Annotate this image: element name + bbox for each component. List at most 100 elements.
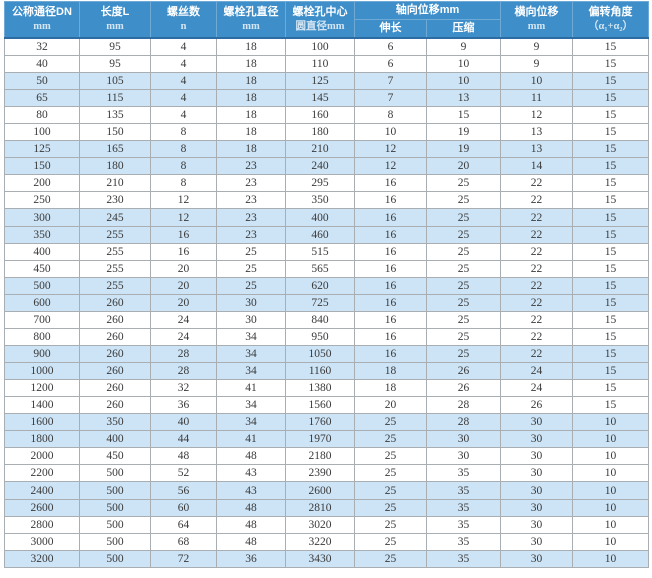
table-row: 450 255 20 25 565 16 25 22 15 [4, 259, 649, 278]
table-cell: 500 [79, 532, 151, 551]
table-cell: 1200 [4, 379, 80, 398]
table-cell: 25 [354, 413, 427, 432]
header-nominal-diameter: 公称通径DN mm [4, 0, 80, 39]
table-cell: 18 [216, 37, 286, 56]
table-cell: 11 [500, 89, 573, 108]
table-cell: 23 [216, 225, 286, 244]
table-cell: 16 [354, 293, 427, 312]
table-cell: 350 [285, 191, 355, 210]
header-line2: （α₁+α₂） [588, 20, 633, 32]
table-cell: 2600 [285, 481, 355, 500]
table-cell: 48 [216, 447, 286, 466]
table-cell: 22 [500, 174, 573, 193]
header-axial-displacement-group: 轴向位移mm [354, 1, 501, 20]
table-cell: 250 [4, 191, 80, 210]
table-cell: 12 [354, 157, 427, 176]
table-cell: 260 [79, 362, 151, 381]
table-row: 900 260 28 34 1050 16 25 22 15 [4, 344, 649, 364]
table-cell: 240 [285, 157, 355, 176]
table-cell: 35 [426, 464, 501, 483]
table-cell: 23 [216, 191, 286, 210]
table-cell: 2400 [4, 481, 80, 500]
table-cell: 115 [79, 89, 151, 108]
table-cell: 16 [354, 276, 427, 295]
table-cell: 25 [354, 549, 427, 569]
header-length: 长度L mm [79, 0, 151, 39]
table-cell: 25 [216, 242, 286, 261]
header-screw-count: 螺丝数 n [150, 0, 217, 39]
table-cell: 460 [285, 225, 355, 244]
table-cell: 34 [216, 327, 286, 346]
table-cell: 25 [426, 191, 501, 210]
table-cell: 1560 [285, 396, 355, 415]
table-row: 125 165 8 18 210 12 19 13 15 [4, 140, 649, 159]
table-row: 1400 260 36 34 1560 20 28 26 15 [4, 396, 649, 415]
table-cell: 48 [216, 532, 286, 551]
table-row: 1200 260 32 41 1380 18 26 24 15 [4, 379, 649, 398]
table-cell: 16 [354, 310, 427, 329]
table-cell: 4 [150, 71, 217, 91]
table-cell: 1400 [4, 396, 80, 415]
table-cell: 30 [426, 430, 501, 449]
table-cell: 2180 [285, 447, 355, 466]
table-cell: 95 [79, 37, 151, 56]
table-cell: 18 [216, 71, 286, 91]
header-line1: 螺栓孔中心 [292, 5, 348, 18]
table-cell: 1970 [285, 430, 355, 449]
table-cell: 56 [150, 481, 217, 500]
table-cell: 25 [426, 293, 501, 312]
table-cell: 41 [216, 379, 286, 398]
table-cell: 25 [216, 276, 286, 295]
table-cell: 60 [150, 498, 217, 517]
table-cell: 23 [216, 174, 286, 193]
table-cell: 1000 [4, 362, 80, 381]
table-cell: 22 [500, 310, 573, 329]
table-cell: 260 [79, 344, 151, 364]
table-cell: 6 [354, 37, 427, 56]
table-cell: 500 [79, 498, 151, 517]
table-cell: 7 [354, 71, 427, 91]
table-cell: 48 [216, 498, 286, 517]
table-cell: 34 [216, 362, 286, 381]
table-cell: 725 [285, 293, 355, 312]
table-cell: 34 [216, 396, 286, 415]
table-cell: 15 [572, 106, 649, 125]
table-cell: 26 [500, 396, 573, 415]
table-cell: 7 [354, 89, 427, 108]
table-cell: 245 [79, 208, 151, 227]
header-line2: mm [242, 20, 260, 32]
table-row: 1000 260 28 34 1160 18 26 24 15 [4, 362, 649, 381]
table-cell: 295 [285, 174, 355, 193]
table-cell: 260 [79, 327, 151, 346]
table-cell: 43 [216, 481, 286, 500]
table-cell: 1760 [285, 413, 355, 432]
table-row: 150 180 8 23 240 12 20 14 15 [4, 157, 649, 176]
table-cell: 145 [285, 89, 355, 108]
table-cell: 22 [500, 191, 573, 210]
table-cell: 15 [426, 106, 501, 125]
table-cell: 35 [426, 549, 501, 569]
table-cell: 500 [4, 276, 80, 295]
table-cell: 22 [500, 276, 573, 295]
table-cell: 4 [150, 37, 217, 56]
table-cell: 15 [572, 242, 649, 261]
table-cell: 36 [216, 549, 286, 569]
table-cell: 15 [572, 344, 649, 364]
table-cell: 15 [572, 310, 649, 329]
table-cell: 20 [354, 396, 427, 415]
table-cell: 18 [354, 379, 427, 398]
table-cell: 4 [150, 89, 217, 108]
header-line2: mm [106, 20, 124, 32]
table-cell: 15 [572, 379, 649, 398]
table-cell: 2810 [285, 498, 355, 517]
table-cell: 28 [426, 396, 501, 415]
table-cell: 25 [426, 276, 501, 295]
table-cell: 9 [500, 37, 573, 56]
table-cell: 30 [426, 447, 501, 466]
table-cell: 25 [354, 498, 427, 517]
table-cell: 25 [426, 327, 501, 346]
table-cell: 500 [79, 464, 151, 483]
table-cell: 14 [500, 157, 573, 176]
table-cell: 2600 [4, 498, 80, 517]
